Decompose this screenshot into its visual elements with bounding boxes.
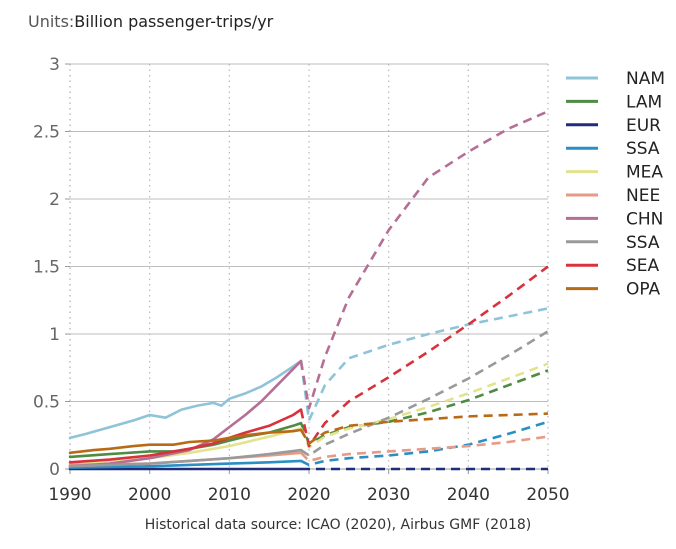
y-tick-label: 0 [49, 460, 60, 480]
series-projection-ssa-3 [300, 420, 549, 467]
legend-label-lam-1: LAM [626, 92, 662, 112]
series-historical-ssa-3 [68, 459, 303, 469]
series-projection-nam-0 [299, 307, 549, 422]
axes: 0 0.5 1 1.5 2 2.5 3 1990 2000 2010 2020 2030 2040 205… [33, 55, 570, 505]
gridlines [69, 63, 549, 470]
legend-label-nee-5: NEE [626, 186, 660, 206]
legend-label-ssa-7: SSA [626, 233, 660, 253]
series-projection-opa-9 [299, 412, 549, 445]
series-historical-opa-9 [68, 428, 303, 455]
series-projection-ssa-7 [300, 330, 549, 457]
series-historical-sea-8 [68, 408, 303, 464]
units-label: Units:Billion passenger-trips/yr [28, 12, 273, 31]
legend-label-mea-4: MEA [626, 163, 663, 183]
legend-label-sea-8: SEA [626, 256, 660, 276]
legend-label-nam-0: NAM [626, 69, 665, 89]
x-tick-label: 2020 [287, 485, 330, 505]
series-historical-chn-6 [68, 359, 303, 468]
y-tick-label: 0.5 [33, 393, 60, 413]
series-projection-nee-5 [300, 435, 549, 463]
x-tick-label: 2030 [367, 485, 410, 505]
y-tick-label: 1 [49, 325, 60, 345]
x-tick-label: 2010 [208, 485, 251, 505]
x-tick-label: 1990 [48, 485, 91, 505]
x-tick-label: 2050 [526, 485, 569, 505]
y-tick-label: 2 [49, 190, 60, 210]
series-projection-chn-6 [299, 110, 549, 410]
series-projection-lam-1 [299, 369, 549, 445]
legend-label-opa-9: OPA [626, 280, 661, 300]
units-text: Billion passenger-trips/yr [74, 12, 274, 31]
series-historical-ssa-7 [68, 448, 303, 468]
legend-label-eur-2: EUR [626, 116, 661, 136]
legend-label-ssa-3: SSA [626, 139, 660, 159]
series-lines [68, 110, 549, 471]
series-projection-mea-4 [299, 362, 549, 449]
x-tick-label: 2000 [128, 485, 171, 505]
y-tick-label: 2.5 [33, 123, 60, 143]
legend-label-chn-6: CHN [626, 209, 663, 229]
y-tick-label: 3 [49, 55, 60, 75]
legend: NAM LAM EUR SSA MEA NEE CHN SSA SEA OPA [566, 69, 665, 300]
x-tick-label: 2040 [447, 485, 490, 505]
y-tick-label: 1.5 [33, 258, 60, 278]
source-note: Historical data source: ICAO (2020), Air… [144, 517, 532, 533]
series-historical-nam-0 [68, 359, 303, 440]
units-prefix: Units: [28, 12, 75, 31]
